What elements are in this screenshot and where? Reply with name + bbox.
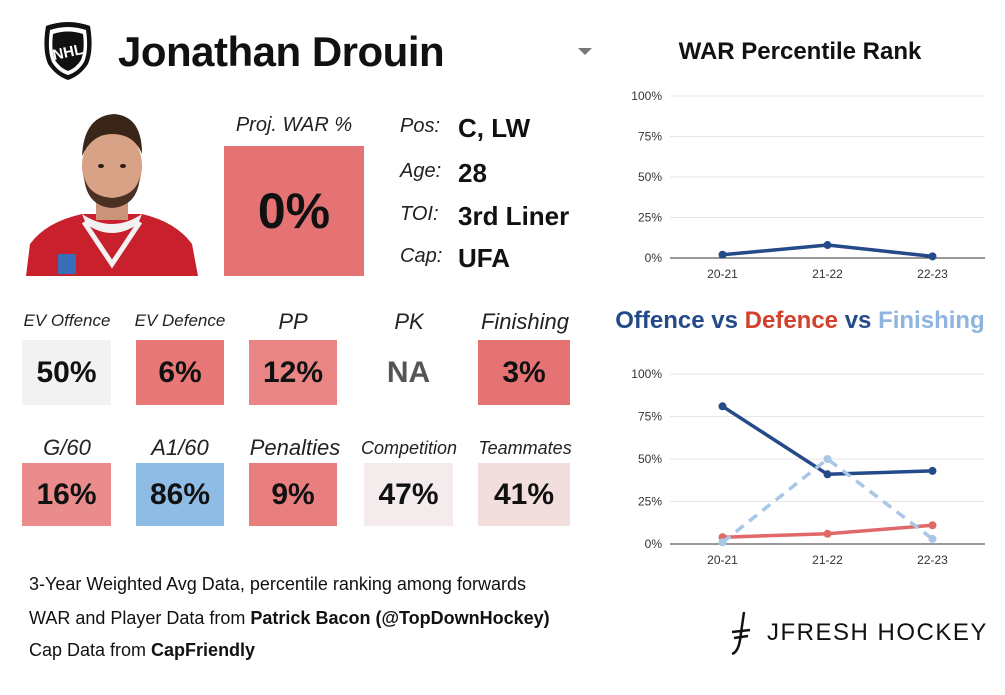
data-point-offence — [718, 402, 727, 411]
y-tick-label: 100% — [631, 367, 662, 381]
toi-label: TOI: — [400, 203, 439, 225]
x-tick-label: 21-22 — [812, 267, 843, 281]
ovd-title-offence: Offence — [615, 307, 705, 334]
ev-offence-label: EV Offence — [23, 311, 111, 330]
data-point-defence — [823, 529, 832, 538]
data-point-offence — [823, 470, 832, 479]
x-tick-label: 20-21 — [707, 553, 738, 567]
footer-cap-source: Cap Data from CapFriendly — [29, 640, 255, 661]
ovd-title-vs-2: vs — [838, 307, 879, 334]
y-tick-label: 0% — [645, 251, 663, 265]
ovd-title-vs-1: vs — [704, 307, 745, 334]
cap-label: Cap: — [400, 245, 443, 267]
footer-cap-source-prefix: Cap Data from — [29, 640, 152, 660]
y-tick-label: 25% — [638, 495, 662, 509]
ovd-chart-title: Offence vs Defence vs Finishing — [600, 307, 1000, 335]
y-tick-label: 50% — [638, 170, 662, 184]
data-point-finishing — [928, 534, 937, 543]
competition-label: Competition — [360, 438, 458, 458]
svg-text:NHL: NHL — [51, 41, 85, 64]
proj-war-tile: 0% — [224, 146, 364, 276]
penalties-tile: 9% — [249, 463, 337, 526]
player-name: Jonathan Drouin — [118, 28, 445, 75]
player-dropdown-chevron-down-icon[interactable] — [578, 48, 592, 55]
age-value: 28 — [458, 158, 487, 188]
x-tick-label: 20-21 — [707, 267, 738, 281]
nhl-logo: NHL — [38, 20, 98, 82]
finishing-label: Finishing — [480, 309, 570, 334]
a160-tile: 86% — [136, 463, 224, 526]
offence-defence-finishing-chart: 0% 25% 50% 75% 100% 20-21 21-22 22-23 — [631, 367, 985, 567]
footer-cap-source-name: CapFriendly — [151, 640, 256, 660]
footer-note: 3-Year Weighted Avg Data, percentile ran… — [29, 574, 526, 594]
ovd-title-defence: Defence — [744, 307, 839, 334]
player-headshot — [26, 104, 198, 276]
data-point-war — [928, 252, 937, 261]
cap-value: UFA — [458, 243, 510, 273]
pk-tile: NA — [364, 340, 453, 405]
y-tick-label: 75% — [638, 130, 662, 144]
penalties-label: Penalties — [249, 435, 341, 460]
a160-label: A1/60 — [151, 435, 209, 460]
teammates-label: Teammates — [478, 438, 572, 458]
age-label: Age: — [400, 160, 442, 182]
war-chart-title: WAR Percentile Rank — [678, 38, 922, 65]
pk-label: PK — [394, 309, 424, 334]
x-tick-label: 21-22 — [812, 553, 843, 567]
x-tick-label: 22-23 — [917, 267, 948, 281]
proj-war-label: Proj. WAR % — [235, 114, 353, 136]
competition-tile: 47% — [364, 463, 453, 526]
y-tick-label: 100% — [631, 89, 662, 103]
footer-war-source-prefix: WAR and Player Data from — [29, 608, 251, 628]
data-point-war — [718, 250, 727, 259]
y-tick-label: 50% — [638, 452, 662, 466]
y-tick-label: 75% — [638, 410, 662, 424]
pos-label: Pos: — [400, 115, 441, 137]
y-tick-label: 25% — [638, 211, 662, 225]
finishing-tile: 3% — [478, 340, 570, 405]
g60-label: G/60 — [43, 435, 91, 460]
y-tick-label: 0% — [645, 537, 663, 551]
g60-tile: 16% — [22, 463, 111, 526]
data-point-finishing — [823, 455, 832, 463]
x-tick-label: 22-23 — [917, 553, 948, 567]
pp-tile: 12% — [249, 340, 337, 405]
data-point-war — [823, 241, 832, 250]
player-info: Pos: C, LW Age: 28 TOI: 3rd Liner Cap: U… — [400, 110, 600, 280]
toi-value: 3rd Liner — [458, 201, 570, 231]
ev-defence-label: EV Defence — [134, 311, 226, 330]
jfresh-logo-icon — [728, 610, 754, 658]
footer-war-source: WAR and Player Data from Patrick Bacon (… — [29, 608, 550, 629]
data-point-finishing — [718, 538, 727, 547]
pos-value: C, LW — [458, 113, 531, 143]
series-line-finishing — [721, 457, 934, 544]
ev-defence-tile: 6% — [136, 340, 224, 405]
data-point-offence — [928, 466, 937, 475]
ovd-title-finishing: Finishing — [878, 307, 985, 334]
teammates-tile: 41% — [478, 463, 570, 526]
footer-war-source-name: Patrick Bacon (@TopDownHockey) — [250, 608, 550, 628]
brand-name: JFRESH HOCKEY — [767, 619, 988, 646]
war-percentile-chart: 0% 25% 50% 75% 100% 20-21 21-22 22-23 — [631, 89, 985, 281]
ev-offence-tile: 50% — [22, 340, 111, 405]
pp-label: PP — [278, 309, 308, 334]
data-point-defence — [928, 521, 937, 530]
